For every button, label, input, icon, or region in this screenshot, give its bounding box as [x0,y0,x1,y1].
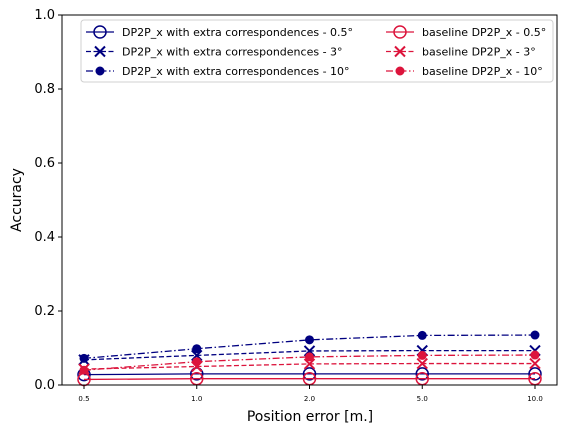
y-tick-label: 0.0 [34,378,55,393]
data-point [94,45,106,58]
data-point [192,344,202,354]
data-point [530,330,540,340]
legend-label: baseline DP2P_x - 3° [422,46,536,59]
data-point [395,66,405,76]
series-line [83,373,535,376]
series-line [83,378,535,381]
legend-item-4: baseline DP2P_x - 3° [386,46,536,59]
legend-item-5: baseline DP2P_x - 10° [386,65,543,78]
x-tick-label: 0.5 [78,395,89,403]
y-tick-label: 0.2 [34,304,55,319]
data-point [303,358,316,370]
data-point [305,335,314,345]
y-axis-title: Accuracy [9,168,25,232]
legend-label: baseline DP2P_x - 0.5° [422,26,546,39]
data-point [192,357,202,367]
legend-item-0: DP2P_x with extra correspondences - 0.5° [86,25,353,39]
x-tick-label: 2.0 [304,395,315,403]
series-2 [79,330,540,363]
data-point [93,25,107,39]
data-point [416,357,428,370]
axes-layer: 0.0 0.2 0.4 0.6 0.8 1.0 0.5 1.0 2.0 5.0 10.0 [34,8,558,403]
data-point [415,367,429,381]
data-point [528,367,542,381]
data-point [79,365,89,375]
legend-item-2: DP2P_x with extra correspondences - 10° [86,65,350,78]
legend-label: baseline DP2P_x - 10° [422,65,543,78]
series-layer [77,330,542,387]
data-point [393,25,407,39]
y-tick-label: 0.6 [34,156,55,171]
series-0 [77,367,542,382]
x-axis-title: Position error [m.] [247,409,373,425]
x-tick-label: 5.0 [417,395,428,403]
legend-label: DP2P_x with extra correspondences - 3° [122,46,343,59]
x-tick-label: 10.0 [527,395,543,403]
data-point [95,66,105,76]
legend-label: DP2P_x with extra correspondences - 10° [122,65,350,78]
data-point [79,353,89,363]
legend-item-1: DP2P_x with extra correspondences - 3° [86,46,343,59]
y-tick-label: 1.0 [34,8,55,23]
data-point [305,352,314,362]
legend-item-3: baseline DP2P_x - 0.5° [386,25,546,39]
data-point [417,330,427,340]
legend-box [80,19,554,83]
y-tick-label: 0.8 [34,82,55,97]
legend: DP2P_x with extra correspondences - 0.5°… [80,19,554,83]
data-point [530,350,540,360]
x-tick-label: 1.0 [191,395,202,403]
y-tick-label: 0.4 [34,230,55,245]
series-5 [79,350,540,375]
data-point [394,45,406,58]
legend-label: DP2P_x with extra correspondences - 0.5° [122,26,353,39]
data-point [417,350,427,360]
data-point [529,357,541,370]
data-point [302,367,317,381]
